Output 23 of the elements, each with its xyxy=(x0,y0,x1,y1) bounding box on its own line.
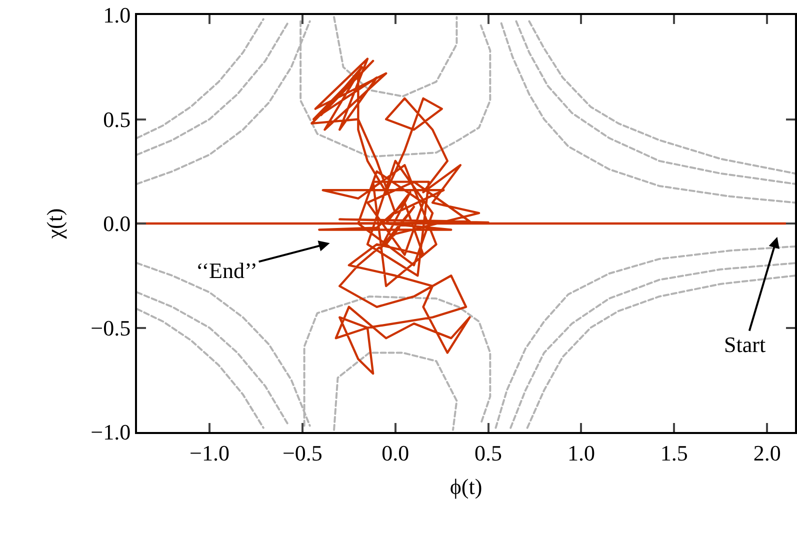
annotation: ‘‘End’’ xyxy=(196,258,258,283)
y-tick-label: −0.5 xyxy=(90,315,131,340)
y-tick-label: −1.0 xyxy=(90,420,131,445)
x-tick-label: 0.5 xyxy=(474,440,502,466)
x-tick-label: 0.0 xyxy=(382,440,410,466)
line-series xyxy=(333,352,458,431)
line-series xyxy=(137,22,289,156)
annotation: Start xyxy=(724,332,766,357)
x-tick-label: −0.5 xyxy=(282,440,322,466)
x-tick-label: 2.0 xyxy=(753,440,781,466)
line-series xyxy=(137,308,264,429)
line-series xyxy=(333,16,458,98)
line-series xyxy=(137,291,289,425)
x-tick-label: −1.0 xyxy=(190,440,230,466)
x-axis-title: ϕ(t) xyxy=(450,474,482,499)
line-series xyxy=(500,22,795,204)
x-tick-label: 1.0 xyxy=(567,440,595,466)
y-tick-label: 0.5 xyxy=(103,106,131,132)
y-tick-label: 1.0 xyxy=(103,2,131,28)
line-series xyxy=(137,18,264,140)
x-tick-label: 1.5 xyxy=(660,440,688,466)
y-axis-title: χ(t) xyxy=(42,208,67,240)
y-tick-label: 0.0 xyxy=(103,211,131,236)
